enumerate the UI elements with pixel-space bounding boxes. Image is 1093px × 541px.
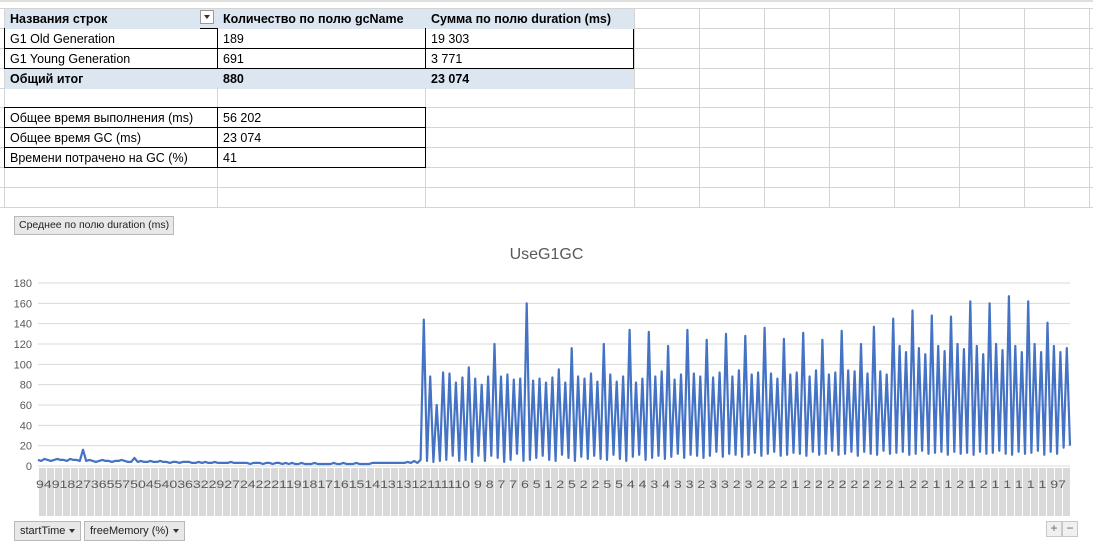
pivot-row-count[interactable]: 691 (223, 52, 244, 66)
y-tick-label: 100 (14, 359, 32, 371)
stat-value[interactable]: 56 202 (223, 111, 262, 125)
y-axis-tick-labels: 0 20 40 60 80 100 120 140 160 180 (14, 278, 32, 473)
dropdown-arrow-icon (172, 529, 179, 534)
pivot-header-sum: Сумма по полю duration (ms) (426, 9, 634, 29)
series-layer (37, 295, 1072, 466)
value-field-button[interactable]: Среднее по полю duration (ms) (14, 216, 175, 235)
y-tick-label: 60 (20, 400, 32, 412)
filter-label: freeMemory (%) (90, 525, 169, 537)
stat-label[interactable]: Общее время GC (ms) (10, 131, 141, 145)
pivot-total-count[interactable]: 880 (218, 69, 425, 89)
stat-value[interactable]: 41 (223, 151, 237, 165)
y-tick-label: 160 (14, 298, 32, 310)
pivot-row-name[interactable]: G1 Young Generation (10, 52, 131, 66)
pivot-row-count[interactable]: 189 (223, 32, 244, 46)
collapse-button[interactable]: − (1062, 521, 1078, 537)
y-tick-label: 120 (14, 339, 32, 351)
y-tick-label: 40 (20, 420, 32, 432)
y-tick-label: 0 (26, 461, 32, 473)
filter-label: startTime (20, 525, 66, 537)
chart-title: UseG1GC (509, 246, 584, 263)
stat-label[interactable]: Времени потрачено на GC (%) (10, 151, 188, 165)
x-axis-band-background (38, 468, 1070, 516)
line-chart[interactable]: 0 20 40 60 80 100 120 140 160 180 949182736557504… (0, 260, 1093, 518)
expand-button[interactable]: + (1046, 521, 1062, 537)
filter-button-freememory[interactable]: freeMemory (%) (84, 521, 185, 541)
y-tick-label: 140 (14, 319, 32, 331)
pivot-row-name[interactable]: G1 Old Generation (10, 32, 115, 46)
x-axis-tick-labels: 9491827365575045403632292724222119181716… (36, 479, 1066, 491)
pivot-header-count: Количество по полю gcName (218, 9, 425, 29)
pivot-row-sum[interactable]: 3 771 (431, 52, 463, 66)
x-axis-category-band[interactable] (38, 468, 1071, 516)
filter-button-starttime[interactable]: startTime (14, 521, 82, 541)
y-tick-label: 180 (14, 278, 32, 290)
pivot-header-rows: Названия строк (5, 9, 200, 29)
y-tick-label: 80 (20, 380, 32, 392)
stat-value[interactable]: 23 074 (223, 131, 262, 145)
dropdown-arrow-icon (69, 529, 76, 534)
pivot-total-label[interactable]: Общий итог (5, 69, 217, 89)
stat-label[interactable]: Общее время выполнения (ms) (10, 111, 194, 125)
row-filter-dropdown-icon[interactable] (200, 10, 214, 24)
pivot-total-sum[interactable]: 23 074 (426, 69, 634, 89)
pivot-row-sum[interactable]: 19 303 (431, 32, 470, 46)
series-line[interactable] (37, 295, 1072, 466)
y-tick-label: 20 (20, 441, 32, 453)
